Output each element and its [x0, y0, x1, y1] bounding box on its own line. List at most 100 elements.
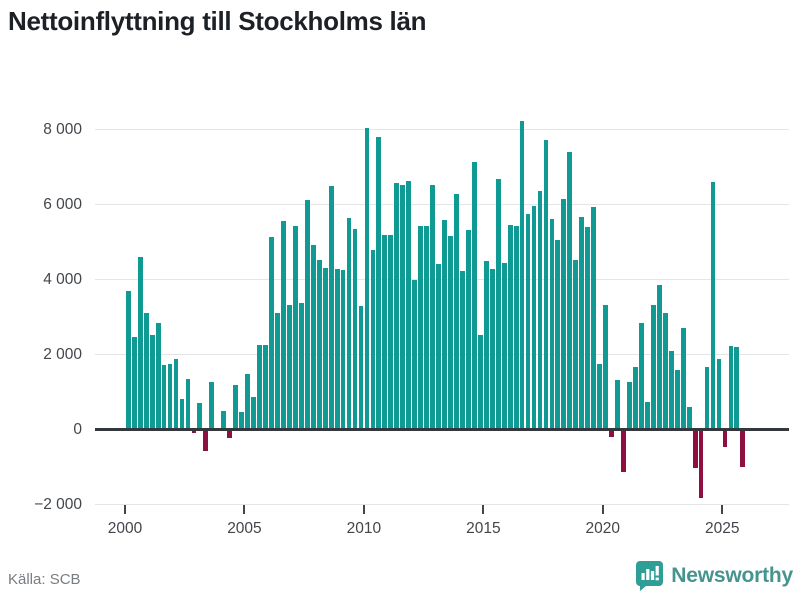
- y-axis-label: 2 000: [43, 345, 82, 363]
- bar-2013-q4: [454, 193, 459, 430]
- bar-2009-q3: [352, 228, 358, 430]
- bar-2004-q4: [239, 412, 245, 430]
- bar-2020-q1: [603, 304, 609, 430]
- bar-2017-q1: [531, 206, 537, 430]
- x-axis-tick: [601, 505, 604, 514]
- bar-2003-q1: [197, 402, 203, 430]
- bar-2007-q4: [310, 244, 316, 430]
- bar-2023-q2: [680, 327, 686, 430]
- bar-2009-q2: [346, 217, 352, 430]
- bar-2011-q3: [400, 184, 406, 430]
- bar-2024-q3: [710, 181, 716, 430]
- bar-2015-q1: [483, 260, 489, 430]
- bar-2006-q4: [286, 305, 292, 430]
- bar-2022-q4: [668, 351, 674, 430]
- bar-2000-q3: [137, 257, 143, 430]
- bar-2016-q2: [513, 225, 519, 430]
- bar-2020-q3: [615, 380, 620, 430]
- bar-2011-q4: [406, 180, 412, 430]
- bar-2004-q3: [233, 384, 239, 430]
- bar-2009-q1: [340, 269, 346, 430]
- bar-2025-q2: [728, 346, 734, 430]
- bar-2010-q1: [364, 127, 370, 430]
- bar-2013-q2: [442, 219, 447, 430]
- bar-2007-q1: [292, 226, 298, 430]
- bar-2019-q4: [597, 363, 603, 430]
- bar-2018-q2: [561, 198, 567, 430]
- bar-2020-q4: [621, 429, 626, 473]
- x-axis-label: 2025: [705, 520, 740, 537]
- x-axis-label: 2010: [346, 520, 382, 537]
- bar-2010-q2: [370, 249, 376, 430]
- bar-2010-q3: [376, 137, 382, 430]
- bar-2005-q4: [263, 345, 268, 430]
- gridline: [95, 279, 789, 280]
- bar-2015-q2: [489, 269, 495, 430]
- bar-2013-q1: [436, 263, 441, 430]
- gridline: [95, 354, 789, 355]
- bar-2015-q4: [501, 263, 507, 430]
- bar-2014-q4: [477, 334, 483, 430]
- bar-2008-q1: [316, 259, 322, 430]
- bar-2016-q3: [519, 120, 525, 430]
- bar-2000-q4: [143, 312, 149, 430]
- bar-2006-q3: [281, 221, 286, 430]
- bar-2012-q3: [424, 225, 430, 430]
- bar-2014-q2: [465, 230, 471, 430]
- bar-2021-q2: [633, 367, 638, 430]
- brand-name: Newsworthy: [671, 563, 793, 587]
- bar-2019-q1: [579, 217, 585, 430]
- bar-2001-q3: [161, 364, 167, 430]
- bar-2019-q2: [585, 226, 591, 430]
- bar-2024-q4: [716, 358, 722, 430]
- bar-2021-q1: [627, 381, 632, 430]
- bar-2022-q3: [662, 312, 668, 430]
- newsworthy-bubble-chart-icon: [635, 560, 664, 591]
- x-axis-label: 2020: [585, 520, 621, 537]
- bar-2008-q4: [334, 268, 340, 430]
- bar-2016-q4: [525, 213, 531, 430]
- bar-2012-q2: [418, 225, 424, 430]
- bar-2023-q1: [674, 369, 680, 430]
- x-axis-label: 2005: [227, 520, 262, 537]
- zero-axis-line: [95, 428, 789, 431]
- bar-2003-q2: [203, 429, 209, 452]
- bar-2002-q4: [191, 429, 197, 434]
- bar-2023-q4: [692, 429, 698, 469]
- bar-2018-q3: [567, 151, 573, 430]
- bar-2022-q1: [650, 304, 656, 430]
- bar-2001-q4: [167, 363, 173, 430]
- bar-2001-q2: [155, 323, 161, 430]
- x-axis-label: 2015: [466, 520, 501, 537]
- bar-2012-q1: [412, 279, 418, 430]
- bar-2022-q2: [656, 284, 662, 430]
- bar-2010-q4: [382, 234, 388, 430]
- bar-2017-q3: [543, 139, 549, 430]
- bar-2005-q3: [257, 345, 262, 430]
- bar-2018-q1: [555, 239, 561, 430]
- bar-2014-q3: [471, 162, 477, 430]
- bar-2021-q3: [639, 323, 644, 430]
- bar-2005-q1: [245, 373, 251, 430]
- bar-2025-q4: [740, 429, 746, 467]
- bar-2002-q3: [185, 378, 191, 430]
- bar-2014-q1: [460, 271, 465, 430]
- bar-2004-q1: [221, 410, 227, 430]
- source-label: Källa: SCB: [8, 571, 81, 588]
- bar-2006-q1: [269, 237, 274, 430]
- bar-2017-q4: [549, 218, 555, 430]
- x-axis-tick: [482, 505, 485, 514]
- bar-2011-q1: [388, 234, 394, 430]
- newsworthy-logo[interactable]: Newsworthy: [635, 560, 793, 591]
- bar-2020-q2: [609, 429, 614, 437]
- bar-2021-q4: [644, 402, 650, 430]
- x-axis-tick: [362, 505, 365, 514]
- y-axis-label: −2 000: [34, 495, 82, 513]
- x-axis-tick: [124, 505, 126, 514]
- bar-2015-q3: [495, 179, 501, 430]
- bar-2012-q4: [430, 185, 435, 430]
- bar-2000-q1: [125, 291, 131, 430]
- bar-2025-q3: [734, 347, 740, 430]
- bar-2024-q1: [698, 429, 704, 498]
- x-axis-tick: [243, 505, 246, 514]
